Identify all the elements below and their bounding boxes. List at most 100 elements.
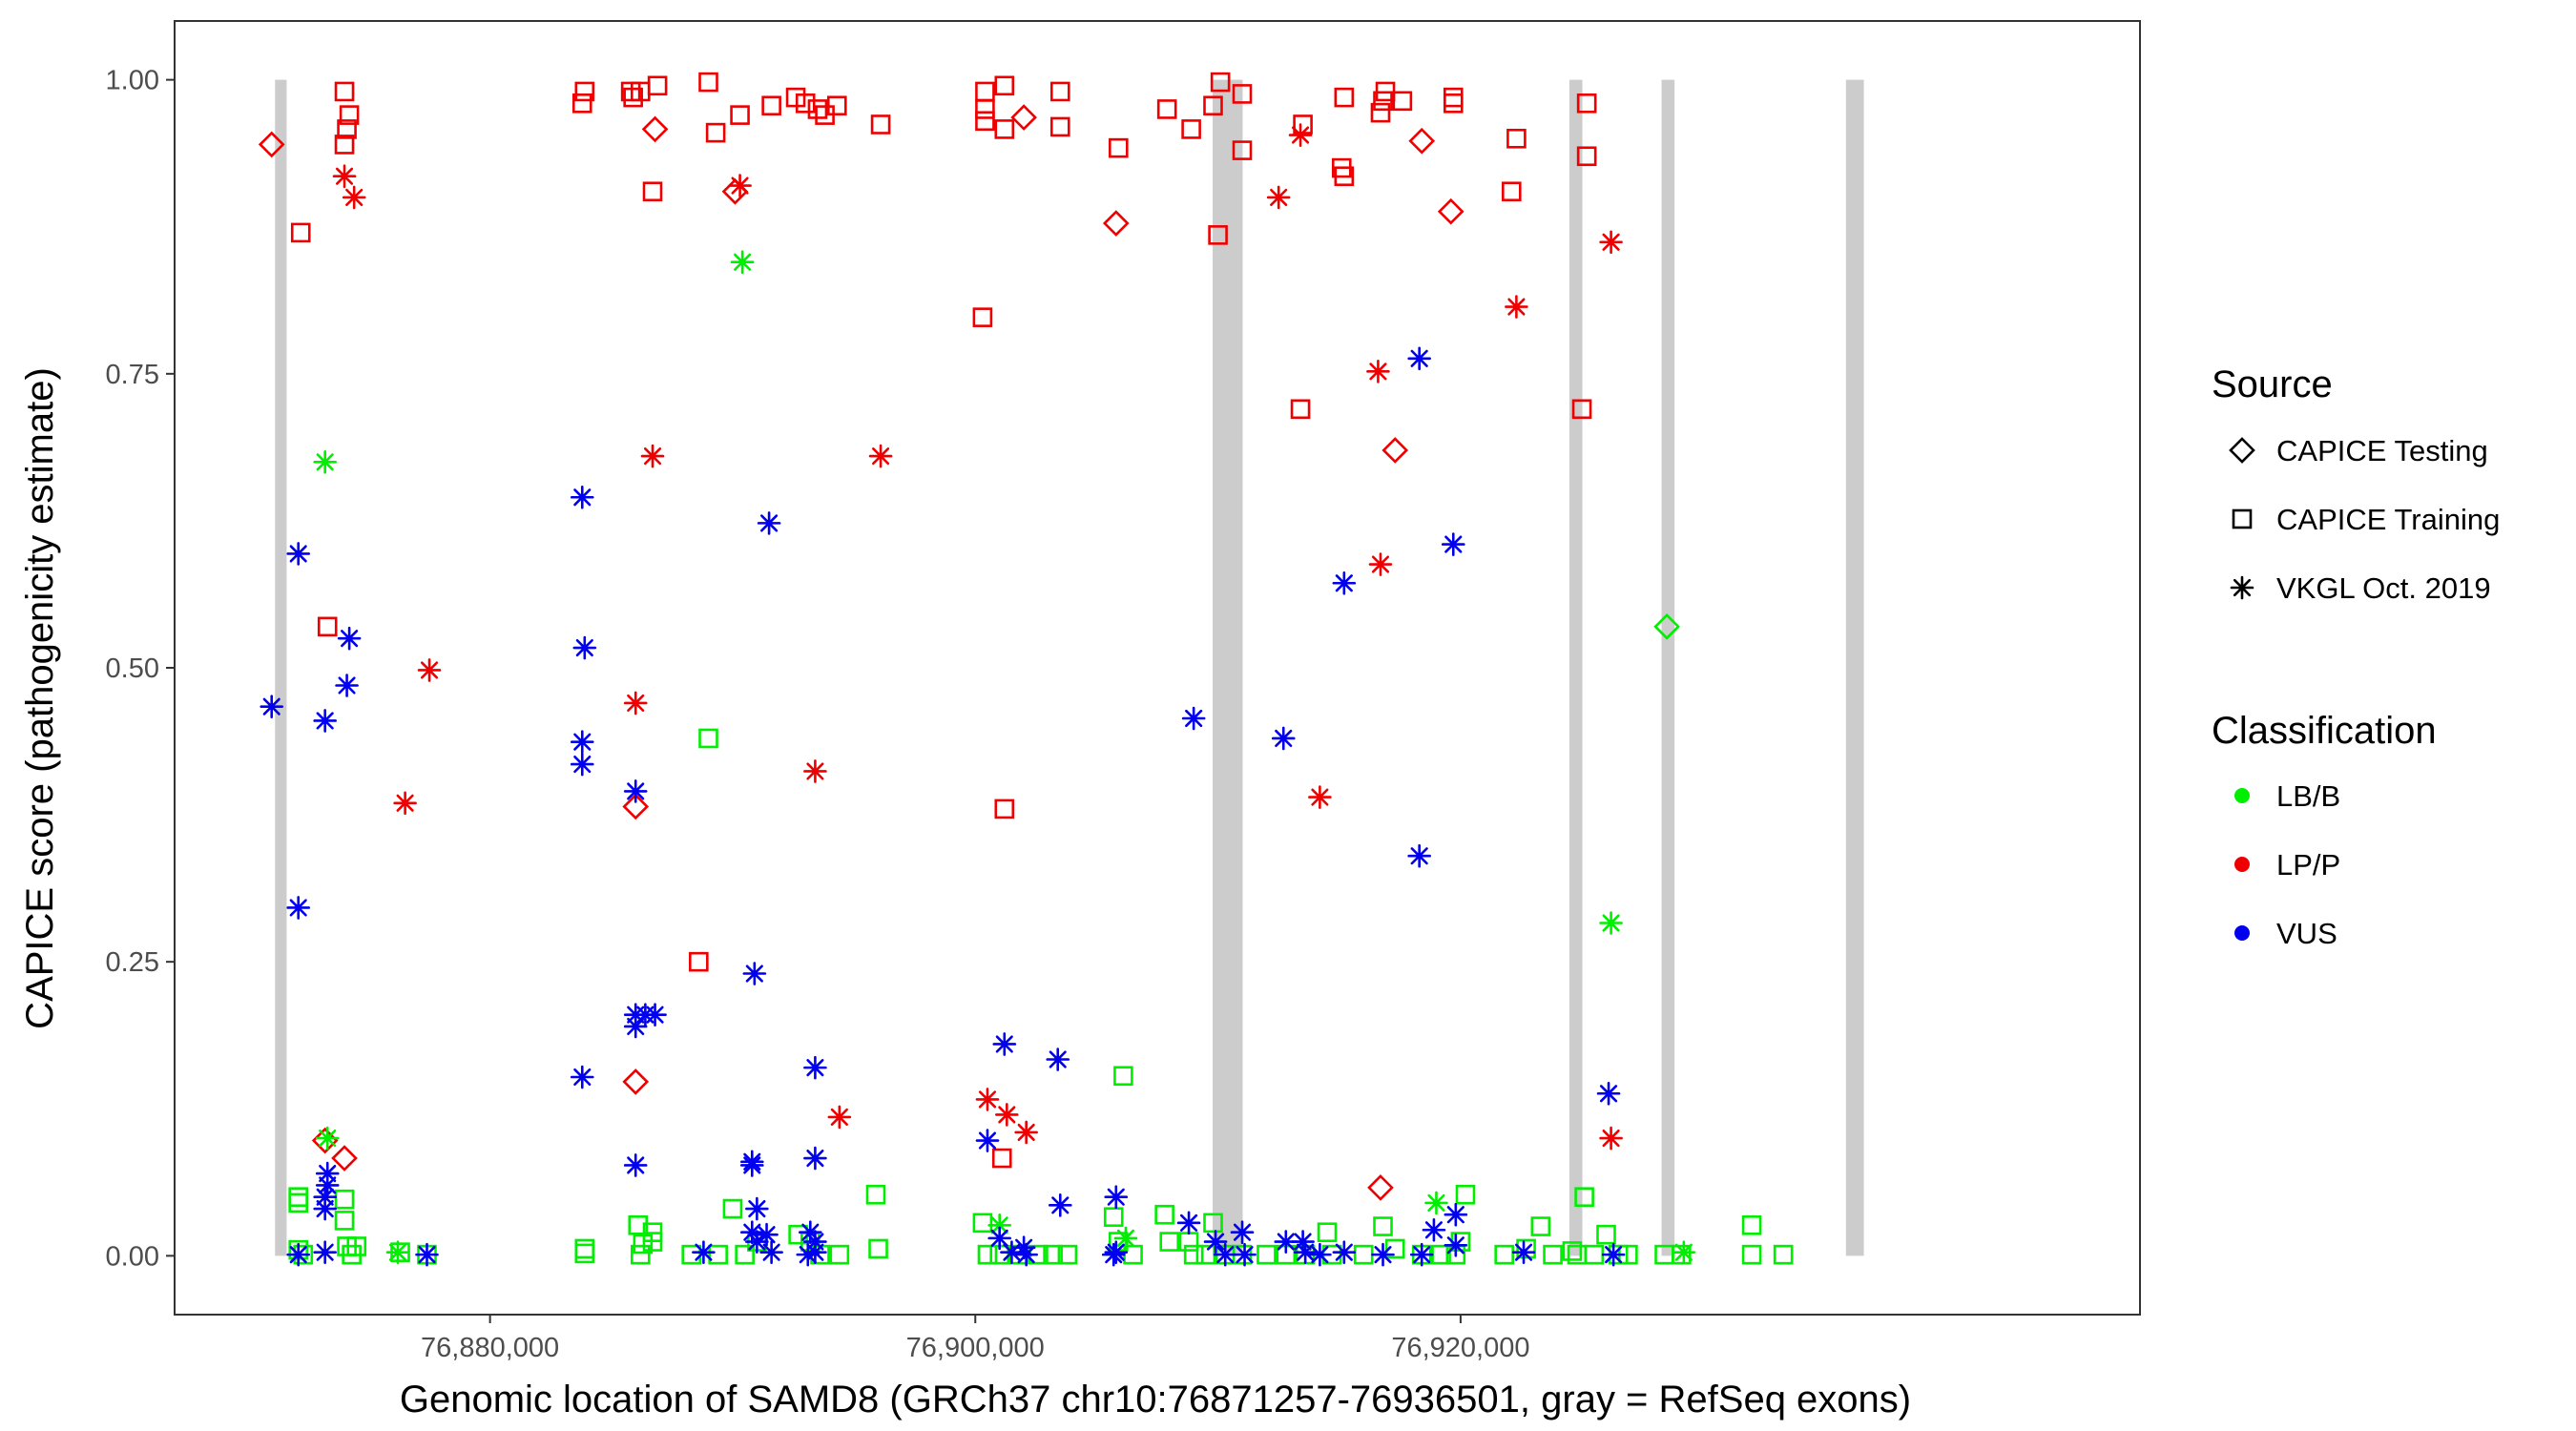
point-vkgl-lbb — [1599, 911, 1623, 935]
legend-color-dot-icon — [2234, 857, 2250, 872]
point-training-lpp — [317, 616, 338, 637]
point-training-lpp — [1370, 102, 1391, 123]
point-vkgl-vus — [337, 626, 362, 651]
point-vkgl-vus — [1101, 1242, 1126, 1267]
point-training-lpp — [1576, 146, 1597, 167]
point-testing-lpp — [258, 131, 285, 158]
point-training-lbb — [642, 1232, 663, 1252]
point-training-lpp — [334, 135, 355, 155]
point-training-lpp — [1290, 399, 1311, 420]
point-vkgl-vus — [570, 752, 594, 777]
y-tick-label: 1.00 — [106, 66, 159, 96]
point-vkgl-vus — [286, 1242, 311, 1267]
point-vkgl-vus — [742, 962, 767, 985]
point-vkgl-vus — [803, 1240, 827, 1264]
point-vkgl-vus — [623, 1014, 648, 1039]
point-vkgl-vus — [623, 1153, 648, 1177]
point-vkgl-vus — [623, 779, 648, 803]
point-training-lbb — [1113, 1066, 1133, 1087]
point-vkgl-lpp — [975, 1088, 1000, 1111]
point-training-lbb — [334, 1189, 355, 1210]
point-vkgl-lpp — [868, 444, 893, 468]
legend-classification-label: VUS — [2276, 917, 2337, 950]
point-vkgl-lpp — [1366, 360, 1390, 384]
legend-classification-title: Classification — [2212, 710, 2437, 752]
legend-square-icon — [2232, 508, 2253, 529]
x-tick-label: 76,900,000 — [906, 1333, 1045, 1363]
legend-asterisk-icon — [2230, 575, 2254, 600]
point-training-lbb — [698, 728, 718, 749]
point-vkgl-vus — [1271, 726, 1296, 751]
point-vkgl-vus — [313, 709, 337, 733]
point-vkgl-vus — [1203, 1230, 1228, 1254]
point-training-lpp — [1049, 116, 1070, 137]
point-vkgl-vus — [803, 1055, 827, 1080]
point-training-lbb — [1773, 1244, 1794, 1265]
point-training-lbb — [1596, 1224, 1616, 1245]
point-vkgl-vus — [739, 1220, 764, 1245]
point-training-lpp — [972, 307, 993, 327]
point-vkgl-vus — [1407, 346, 1431, 371]
point-training-lpp — [975, 111, 995, 132]
point-training-lbb — [288, 1192, 309, 1213]
point-vkgl-lpp — [1599, 230, 1623, 255]
point-vkgl-lpp — [393, 791, 417, 816]
point-training-lbb — [334, 1211, 355, 1231]
point-training-lpp — [1506, 128, 1527, 149]
point-training-lpp — [730, 105, 750, 125]
point-vkgl-lpp — [1308, 785, 1332, 809]
point-training-lbb — [1530, 1216, 1551, 1236]
point-training-lbb — [735, 1244, 755, 1265]
point-training-lpp — [991, 1148, 1012, 1169]
point-vkgl-vus — [1293, 1240, 1318, 1264]
point-vkgl-vus — [1048, 1193, 1072, 1217]
point-vkgl-vus — [1000, 1240, 1024, 1264]
point-vkgl-vus — [1291, 1230, 1315, 1254]
point-vkgl-vus — [796, 1242, 821, 1267]
y-tick-label: 0.25 — [106, 947, 159, 978]
point-training-lpp — [705, 122, 726, 143]
point-testing-lpp — [1381, 437, 1409, 464]
point-training-lpp — [870, 114, 891, 135]
point-vkgl-vus — [1511, 1240, 1536, 1264]
legend-classification-label: LP/P — [2276, 848, 2340, 881]
point-training-lbb — [1574, 1187, 1594, 1208]
x-tick-label: 76,880,000 — [421, 1333, 559, 1363]
point-vkgl-vus — [1213, 1242, 1237, 1267]
point-vkgl-vus — [692, 1240, 716, 1264]
point-training-lpp — [1232, 140, 1253, 160]
point-training-lpp — [994, 798, 1015, 819]
point-vkgl-vus — [415, 1242, 439, 1267]
point-vkgl-vus — [286, 896, 311, 920]
point-vkgl-lbb — [1672, 1240, 1696, 1264]
legend-classification-label: LB/B — [2276, 779, 2340, 813]
point-vkgl-lpp — [995, 1103, 1019, 1127]
point-training-lbb — [1672, 1244, 1692, 1265]
point-testing-lpp — [1408, 127, 1436, 155]
point-training-lpp — [1049, 81, 1070, 102]
point-vkgl-vus — [992, 1032, 1017, 1056]
point-vkgl-lbb — [987, 1213, 1011, 1237]
point-vkgl-vus — [570, 485, 594, 509]
legend-source-label: CAPICE Testing — [2276, 434, 2488, 467]
point-testing-lbb — [1653, 613, 1680, 640]
point-vkgl-vus — [745, 1196, 769, 1221]
exon-band — [1568, 79, 1583, 1256]
y-tick-label: 0.50 — [106, 653, 159, 684]
point-training-lbb — [972, 1213, 993, 1234]
point-training-lpp — [1210, 72, 1231, 93]
exon-band — [1213, 79, 1243, 1256]
point-vkgl-vus — [1332, 570, 1357, 595]
point-vkgl-lpp — [342, 185, 366, 210]
point-training-lbb — [1741, 1244, 1762, 1265]
point-vkgl-vus — [1601, 1242, 1626, 1267]
point-training-lpp — [1334, 166, 1355, 187]
point-vkgl-vus — [643, 1003, 667, 1027]
legend-source-entries: CAPICE Testing CAPICE Training VKGL Oct. 2… — [2229, 434, 2500, 605]
point-training-lpp — [1232, 84, 1253, 104]
point-training-lpp — [647, 75, 668, 96]
point-training-lbb — [346, 1236, 367, 1256]
point-training-lpp — [1571, 399, 1592, 420]
